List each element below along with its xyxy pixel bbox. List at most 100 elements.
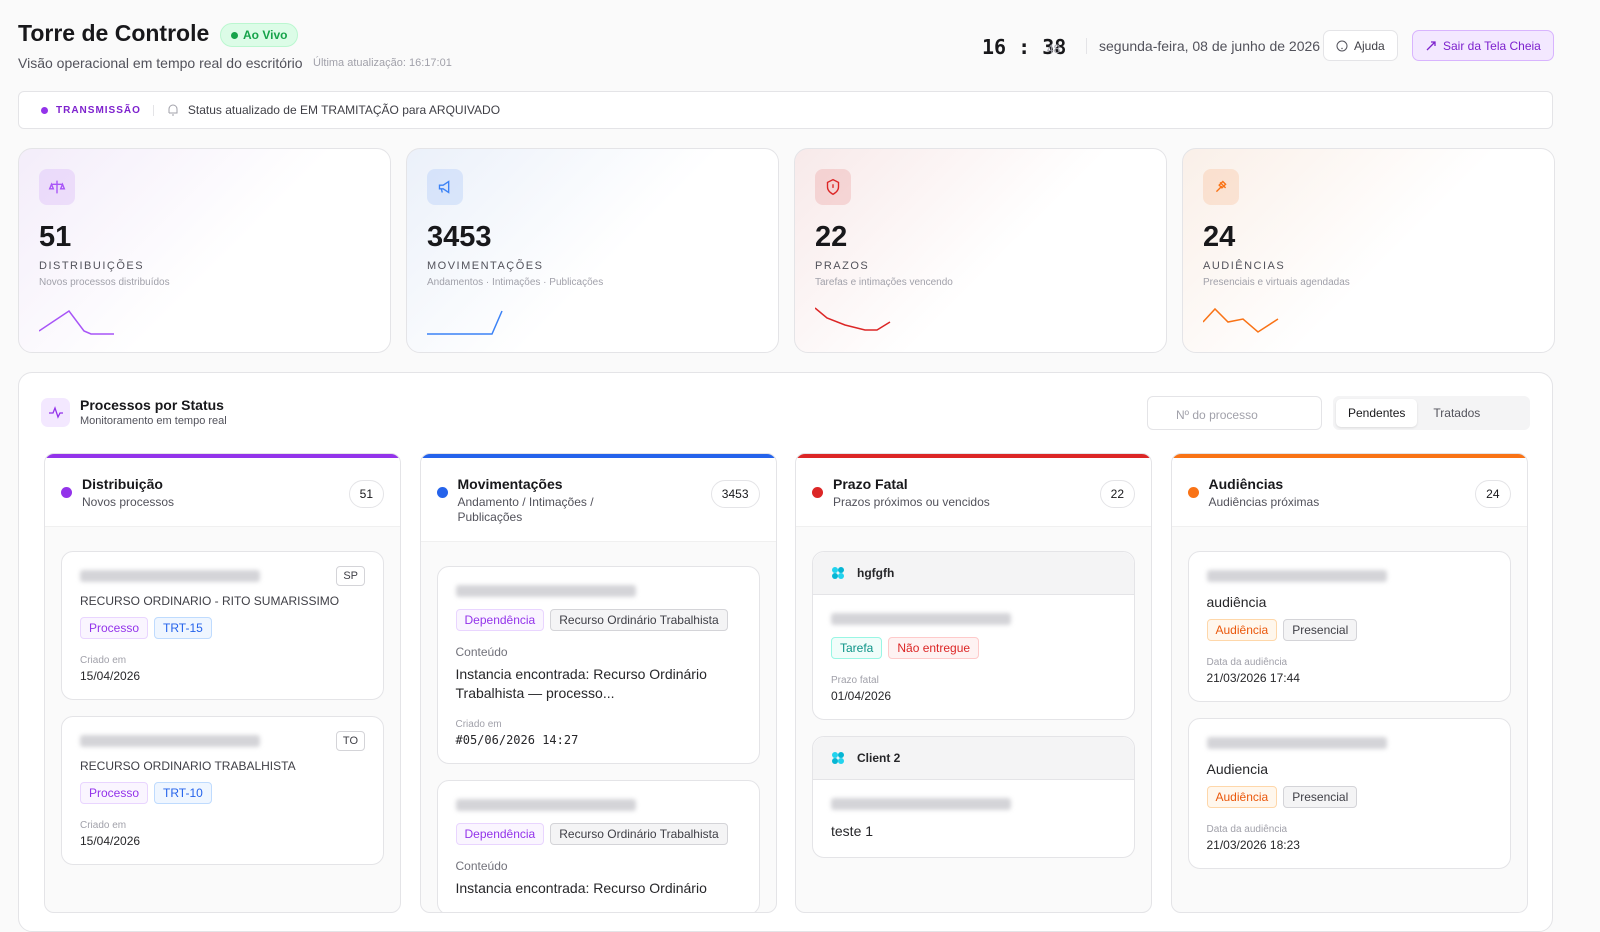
badges: Processo TRT-15	[80, 617, 365, 639]
help-button[interactable]: Ajuda	[1323, 30, 1398, 61]
board-title: Processos por Status	[80, 397, 224, 413]
column-count: 51	[348, 480, 384, 508]
meta-label: Prazo fatal	[831, 675, 879, 686]
stat-value: 51	[39, 221, 72, 253]
column-title: Prazo Fatal	[833, 476, 908, 492]
meta-label: Criado em	[455, 719, 502, 730]
sparkline	[814, 304, 895, 341]
column-header: Audiências Audiências próximas 24	[1171, 458, 1527, 527]
subtitle: Visão operacional em tempo real do escri…	[18, 55, 303, 71]
uf-tag: TO	[335, 731, 365, 751]
badges: Dependência Recurso Ordinário Trabalhista	[455, 609, 741, 631]
process-card[interactable]: Dependência Recurso Ordinário Trabalhista…	[436, 566, 760, 764]
status-dot	[812, 487, 823, 498]
badge: Processo	[80, 782, 149, 804]
column-titles: Prazo Fatal Prazos próximos ou vencidos	[833, 476, 1003, 510]
status-column: Movimentações Andamento / Intimações / Pu…	[419, 453, 777, 913]
tab[interactable]: Pendentes	[1336, 399, 1418, 427]
process-card[interactable]: Client 2 teste 1	[812, 736, 1135, 858]
column-bar	[1171, 454, 1527, 458]
badge: Processo	[80, 617, 149, 639]
column-bar	[796, 454, 1151, 458]
badge: TRT-10	[154, 782, 212, 804]
spacer	[45, 527, 400, 551]
process-card[interactable]: Audiencia Audiência Presencial Data da audi…	[1187, 718, 1511, 869]
column-header: Distribuição Novos processos 51	[45, 458, 400, 527]
process-desc: RECURSO ORDINARIO TRABALHISTA	[80, 759, 296, 773]
badge: Tarefa	[831, 637, 883, 659]
process-card[interactable]: hgfgfh Tarefa Não entregue Prazo fatal 01/04…	[812, 551, 1135, 720]
badges: Tarefa Não entregue	[831, 637, 1116, 659]
client-header: Client 2	[813, 737, 1134, 780]
help-label: Ajuda	[1354, 38, 1385, 53]
stat-card: 3453 MOVIMENTAÇÕES Andamentos · Intimações…	[406, 148, 779, 353]
page-title: Torre de Controle	[18, 20, 210, 46]
stat-label: PRAZOS	[815, 260, 870, 272]
stat-desc: Novos processos distribuídos	[39, 277, 170, 288]
column-header: Movimentações Andamento / Intimações / Pu…	[420, 458, 776, 542]
badge: TRT-15	[154, 617, 212, 639]
spacer	[421, 542, 776, 566]
stat-value: 24	[1203, 221, 1236, 253]
content-label: Conteúdo	[455, 645, 508, 659]
badge: Não entregue	[888, 637, 980, 659]
sparkline	[427, 304, 507, 341]
stat-desc: Tarefas e intimações vencendo	[815, 277, 953, 288]
stat-card: 51 DISTRIBUIÇÕES Novos processos distribuí…	[18, 148, 391, 353]
search-input[interactable]: Nº do processo	[1147, 396, 1322, 430]
meta-value: 15/04/2026	[80, 834, 141, 848]
exit-fullscreen-button[interactable]: Sair da Tela Cheia	[1412, 30, 1554, 61]
stat-card: 24 AUDIÊNCIAS Presenciais e virtuais agend…	[1182, 148, 1555, 353]
stat-label: AUDIÊNCIAS	[1203, 260, 1286, 272]
column-count: 24	[1475, 480, 1511, 508]
process-number-blurred	[831, 798, 1011, 810]
status-column: Prazo Fatal Prazos próximos ou vencidos 22…	[795, 453, 1152, 913]
column-subtitle: Prazos próximos ou vencidos	[833, 495, 990, 509]
tab[interactable]: Tratados	[1433, 406, 1481, 420]
process-card[interactable]: Dependência Recurso Ordinário Trabalhista…	[436, 780, 760, 912]
stat-desc: Presenciais e virtuais agendadas	[1203, 277, 1350, 288]
stat-desc: Andamentos · Intimações · Publicações	[427, 277, 604, 288]
meta-value: #05/06/2026 14:27	[455, 733, 579, 747]
content: teste 1	[831, 823, 874, 839]
meta-label: Criado em	[80, 820, 127, 831]
column-subtitle: Novos processos	[82, 495, 175, 509]
meta-value: 01/04/2026	[831, 689, 892, 703]
live-badge: Ao Vivo	[220, 23, 299, 47]
card-heading: audiência	[1206, 594, 1267, 610]
process-number-blurred	[1206, 737, 1387, 749]
client-icon	[832, 567, 844, 579]
column-bar	[45, 454, 400, 458]
badges: Dependência Recurso Ordinário Trabalhista	[455, 823, 741, 845]
process-card[interactable]: TO RECURSO ORDINARIO TRABALHISTA Processo T…	[61, 716, 384, 865]
ticker: TRANSMISSÃO Status atualizado de EM TRAM…	[18, 91, 1553, 129]
last-update: Última atualização: 16:17:01	[313, 57, 452, 69]
meta-value: 21/03/2026 18:23	[1206, 838, 1300, 852]
status-dot	[1187, 487, 1199, 498]
column-bar	[420, 454, 776, 458]
meta-value: 15/04/2026	[80, 669, 141, 683]
process-number-blurred	[80, 570, 260, 582]
ticker-message: Status atualizado de EM TRAMITAÇÃO para …	[187, 103, 501, 117]
process-number-blurred	[455, 585, 636, 597]
badges: Audiência Presencial	[1206, 786, 1492, 808]
meta-label: Data da audiência	[1206, 657, 1288, 668]
column-count: 3453	[710, 480, 760, 508]
client-name: Client 2	[857, 751, 901, 765]
uf-tag: SP	[336, 566, 365, 586]
sparkline	[38, 304, 119, 341]
status-column: Audiências Audiências próximas 24 audiência…	[1170, 453, 1528, 913]
stat-label: MOVIMENTAÇÕES	[427, 260, 544, 272]
column-titles: Movimentações Andamento / Intimações / Pu…	[458, 476, 628, 525]
process-card[interactable]: audiência Audiência Presencial Data da audi…	[1187, 551, 1511, 702]
column-title: Distribuição	[82, 476, 163, 492]
process-card[interactable]: SP RECURSO ORDINARIO - RITO SUMARISSIMO Pr…	[61, 551, 384, 700]
date: segunda-feira, 08 de junho de 2026	[1086, 38, 1320, 54]
tabs: Pendentes Tratados	[1333, 396, 1530, 430]
clock-seconds: 48	[1047, 42, 1061, 56]
stat-value: 22	[815, 221, 848, 253]
column-titles: Audiências Audiências próximas	[1209, 476, 1379, 510]
badge: Recurso Ordinário Trabalhista	[550, 609, 728, 631]
column-title: Audiências	[1208, 476, 1284, 492]
badge: Dependência	[455, 823, 545, 845]
